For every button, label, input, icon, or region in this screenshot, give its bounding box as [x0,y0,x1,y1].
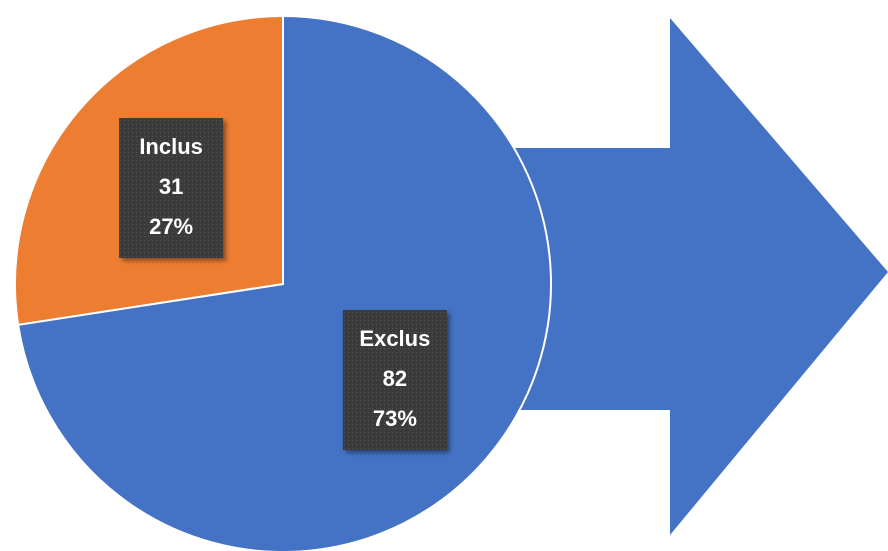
arrow [480,18,888,535]
percent-label: 73% [373,406,417,431]
category-label: Inclus [139,134,203,159]
value-label: 82 [383,366,407,391]
label-box [342,309,447,450]
percent-label: 27% [149,214,193,239]
value-label: 31 [159,174,183,199]
category-label: Exclus [359,326,430,351]
label-box [119,118,224,259]
